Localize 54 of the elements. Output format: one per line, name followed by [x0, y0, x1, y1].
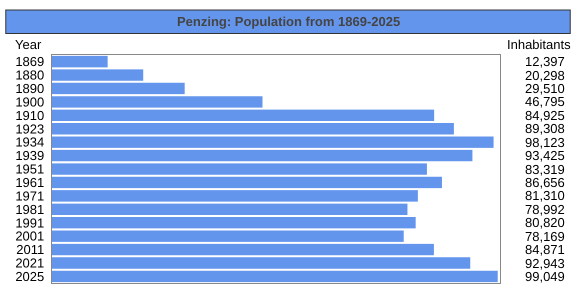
data-label: 20,298 [525, 68, 565, 83]
data-label: 78,992 [525, 202, 565, 217]
data-label: 86,656 [525, 175, 565, 190]
bar [52, 56, 108, 68]
data-label: 93,425 [525, 148, 565, 163]
y-tick-label: 2011 [16, 242, 44, 258]
bar [52, 217, 416, 228]
bar [52, 270, 498, 282]
y-tick-label: 2021 [15, 256, 44, 271]
data-label: 84,871 [525, 242, 565, 257]
bar [52, 204, 408, 216]
y-tick-label: 1991 [15, 215, 44, 230]
data-label: 99,049 [525, 269, 565, 284]
data-label: 29,510 [525, 81, 565, 96]
y-tick-label: 1971 [15, 188, 44, 204]
y-tick-label: 1934 [15, 134, 44, 150]
y-tick-label: 1869 [15, 54, 44, 70]
bar [52, 190, 418, 202]
bar [52, 150, 472, 162]
bar [52, 96, 262, 108]
bar [52, 82, 185, 94]
bar [52, 136, 494, 148]
data-label: 12,397 [525, 54, 565, 69]
y-axis-title: Year [15, 37, 42, 52]
y-tick-label: 1981 [15, 202, 44, 217]
chart-title: Penzing: Population from 1869-2025 [177, 14, 400, 29]
y-tick-label: 1951 [15, 162, 44, 177]
bar [52, 110, 434, 122]
bar [52, 123, 454, 134]
bar [52, 244, 434, 256]
y-tick-label: 1890 [15, 81, 44, 96]
data-label: 46,795 [525, 94, 565, 109]
bar [52, 163, 427, 175]
data-label: 80,820 [525, 215, 565, 230]
bar [52, 176, 442, 188]
data-label: 89,308 [525, 121, 565, 136]
y-tick-label: 2025 [15, 268, 44, 284]
y-tick-label: 1880 [15, 68, 44, 83]
data-label: 83,319 [525, 162, 565, 177]
y-tick-label: 2001 [15, 228, 44, 244]
bar [52, 69, 144, 81]
data-label: 84,925 [525, 108, 565, 123]
data-label: 81,310 [525, 188, 565, 203]
data-label: 78,169 [525, 229, 565, 244]
y-tick-label: 1900 [15, 94, 44, 110]
y-tick-label: 1939 [15, 148, 44, 164]
y-tick-label: 1910 [15, 108, 44, 123]
bar [52, 257, 470, 269]
y-tick-label: 1961 [15, 175, 44, 190]
data-label: 92,943 [525, 256, 565, 271]
y-tick-label: 1923 [15, 121, 44, 136]
data-label: 98,123 [525, 135, 565, 150]
bar [52, 230, 404, 242]
x-axis-title: Inhabitants [507, 37, 572, 52]
